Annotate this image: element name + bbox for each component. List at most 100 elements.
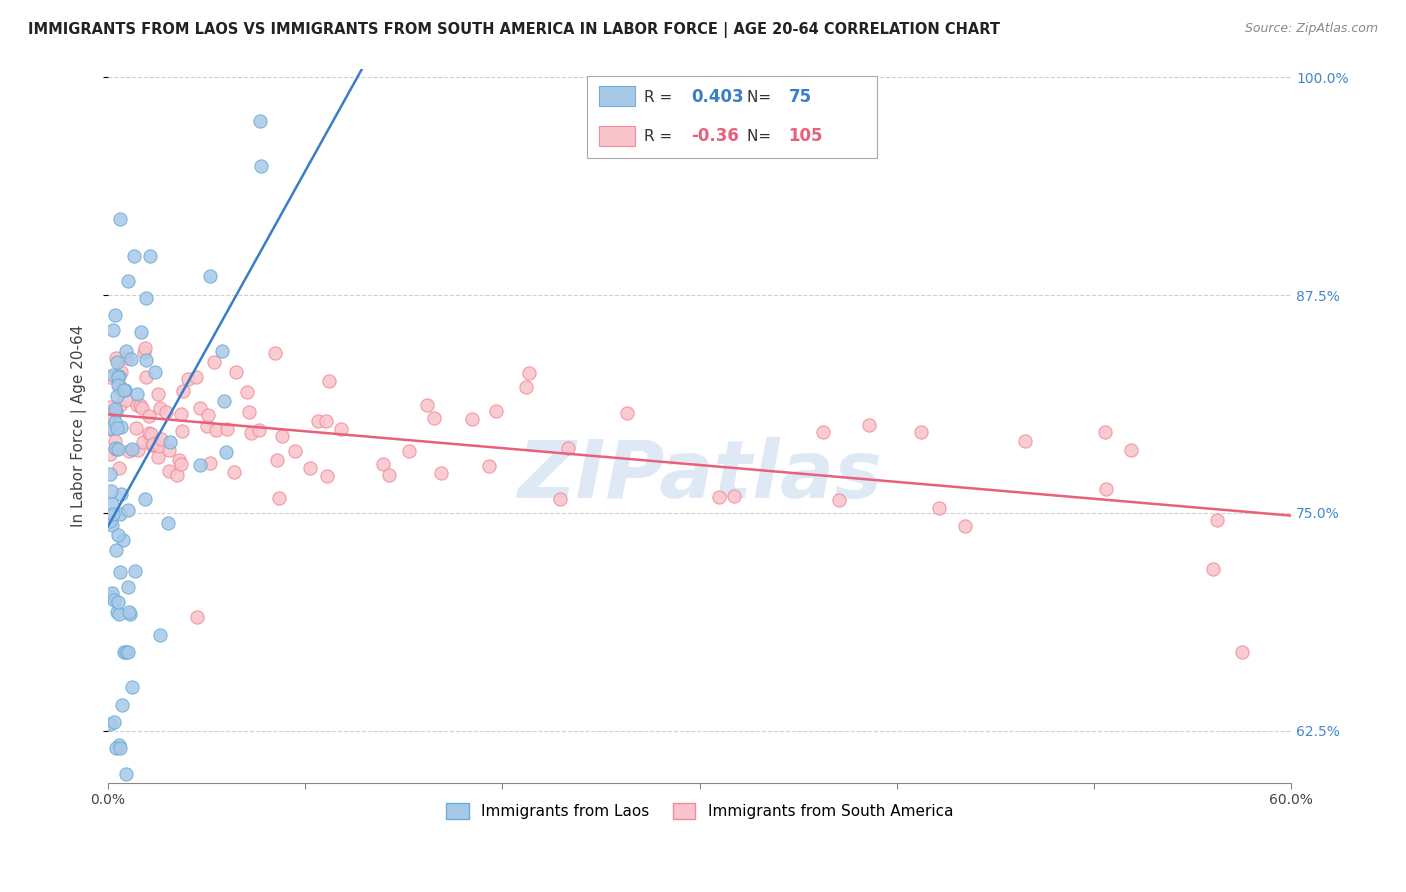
Point bbox=[157, 442, 180, 457]
Point bbox=[128, 398, 150, 412]
Point bbox=[316, 469, 339, 483]
Point bbox=[118, 605, 141, 619]
Point bbox=[125, 421, 148, 435]
Point bbox=[198, 268, 221, 283]
Point bbox=[330, 422, 353, 436]
Point bbox=[267, 491, 290, 506]
Point bbox=[98, 418, 121, 433]
Point bbox=[105, 606, 128, 620]
Point bbox=[238, 405, 260, 419]
Point bbox=[723, 489, 745, 503]
Point bbox=[1094, 425, 1116, 439]
Point bbox=[1202, 562, 1225, 576]
Point bbox=[157, 516, 180, 530]
Point bbox=[215, 445, 238, 459]
Point bbox=[186, 369, 208, 384]
Point bbox=[104, 441, 127, 455]
Point bbox=[127, 443, 149, 458]
Point bbox=[101, 507, 124, 521]
Point bbox=[107, 378, 129, 392]
Point bbox=[100, 586, 122, 600]
Text: Source: ZipAtlas.com: Source: ZipAtlas.com bbox=[1244, 22, 1378, 36]
Point bbox=[371, 457, 394, 471]
Point bbox=[139, 249, 162, 263]
Point bbox=[423, 411, 446, 425]
Point bbox=[110, 486, 132, 500]
Point bbox=[104, 434, 127, 449]
Point bbox=[114, 344, 136, 359]
Point bbox=[186, 610, 208, 624]
Point bbox=[135, 369, 157, 384]
Point bbox=[111, 533, 134, 548]
Point bbox=[117, 645, 139, 659]
Point bbox=[240, 425, 263, 440]
Point bbox=[98, 447, 121, 461]
Point bbox=[217, 422, 239, 436]
Point bbox=[105, 421, 128, 435]
Point bbox=[98, 716, 121, 731]
Point bbox=[159, 435, 181, 450]
Point bbox=[114, 645, 136, 659]
Point bbox=[98, 404, 121, 418]
Point bbox=[105, 442, 128, 457]
Point bbox=[188, 458, 211, 472]
Point bbox=[104, 741, 127, 756]
Point bbox=[378, 468, 401, 483]
Point bbox=[811, 425, 834, 439]
Point bbox=[110, 420, 132, 434]
Text: -0.36: -0.36 bbox=[692, 128, 740, 145]
Point bbox=[121, 680, 143, 694]
Point bbox=[118, 444, 141, 458]
Text: 105: 105 bbox=[789, 128, 823, 145]
Point bbox=[105, 389, 128, 403]
Point bbox=[125, 387, 148, 401]
Point bbox=[117, 351, 139, 365]
Point bbox=[117, 274, 139, 288]
Point bbox=[517, 367, 540, 381]
Point bbox=[103, 323, 125, 337]
Point bbox=[108, 460, 131, 475]
Point bbox=[117, 502, 139, 516]
Point bbox=[115, 767, 138, 781]
Point bbox=[108, 211, 131, 226]
Text: ZIPatlas: ZIPatlas bbox=[517, 437, 882, 515]
Point bbox=[416, 398, 439, 412]
Point bbox=[1094, 483, 1116, 497]
Point bbox=[910, 425, 932, 439]
Point bbox=[104, 308, 127, 322]
Point bbox=[105, 351, 128, 366]
Point bbox=[122, 249, 145, 263]
Point bbox=[98, 422, 121, 436]
Point bbox=[101, 497, 124, 511]
Text: R =: R = bbox=[644, 89, 678, 104]
Point bbox=[1014, 434, 1036, 448]
Point bbox=[112, 645, 135, 659]
Point bbox=[110, 384, 132, 399]
Point bbox=[110, 508, 132, 522]
Point bbox=[107, 370, 129, 384]
Point bbox=[120, 352, 142, 367]
Point bbox=[148, 439, 170, 453]
Point bbox=[166, 468, 188, 483]
Text: IMMIGRANTS FROM LAOS VS IMMIGRANTS FROM SOUTH AMERICA IN LABOR FORCE | AGE 20-64: IMMIGRANTS FROM LAOS VS IMMIGRANTS FROM … bbox=[28, 22, 1000, 38]
Point bbox=[828, 493, 851, 508]
Point bbox=[557, 441, 579, 455]
Point bbox=[211, 343, 233, 358]
Point bbox=[98, 370, 121, 384]
Point bbox=[315, 414, 337, 428]
Point bbox=[149, 432, 172, 446]
Point bbox=[284, 444, 307, 458]
Point bbox=[224, 465, 246, 479]
Point bbox=[105, 542, 128, 557]
Point bbox=[141, 438, 163, 452]
Point bbox=[98, 590, 121, 604]
Point bbox=[146, 387, 169, 401]
Point bbox=[131, 401, 153, 416]
Point bbox=[1206, 513, 1229, 527]
Point bbox=[98, 409, 121, 423]
Point bbox=[139, 426, 162, 441]
Point bbox=[170, 407, 193, 421]
Legend: Immigrants from Laos, Immigrants from South America: Immigrants from Laos, Immigrants from So… bbox=[440, 797, 959, 825]
Point bbox=[105, 369, 128, 384]
Point bbox=[107, 528, 129, 542]
